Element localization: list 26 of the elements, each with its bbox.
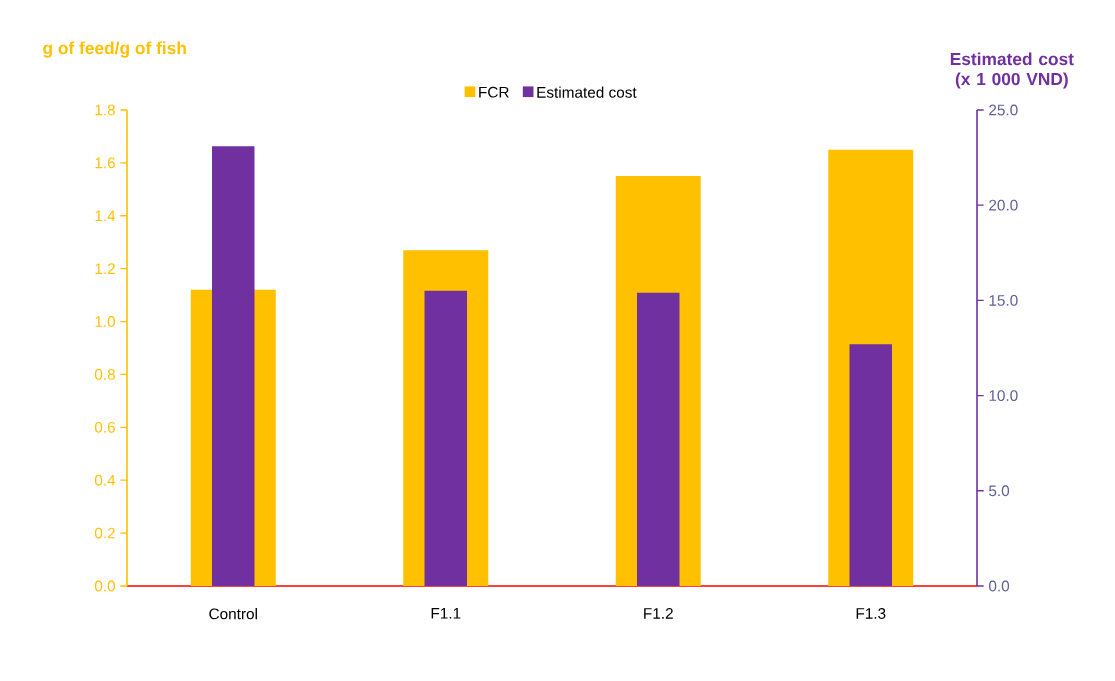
y-tick-label: 0.6 — [94, 421, 115, 433]
bar — [637, 292, 680, 586]
y-tick-label: 1.2 — [95, 263, 115, 275]
y2-tick-label: 5.0 — [988, 485, 1010, 497]
y-tick-label: 1.4 — [95, 210, 116, 222]
y2-tick-label: 0.0 — [988, 580, 1010, 592]
y-tick-label: 0.2 — [94, 527, 115, 539]
x-tick-label: F1.1 — [431, 608, 461, 619]
legend-label: Estimated cost — [537, 86, 637, 98]
x-tick-label: F1.2 — [644, 608, 673, 619]
y-tick-label: 0.0 — [94, 580, 116, 592]
y2-tick-label: 20.0 — [989, 199, 1018, 211]
x-tick-label: F1.3 — [856, 608, 886, 619]
x-tick-label: Control — [209, 608, 257, 620]
y-tick-label: 1.6 — [95, 157, 115, 169]
y-tick-label: 1.0 — [95, 316, 116, 327]
y2-tick-label: 25.0 — [989, 104, 1018, 116]
legend-label: FCR — [479, 86, 509, 98]
y2-tick-label: 15.0 — [989, 294, 1018, 306]
y-axis-title: g of feed/g of fish — [43, 41, 186, 58]
y2-axis-title: Estimated cost (x 1 000 VND) — [950, 52, 1074, 89]
y-tick-label: 0.4 — [94, 474, 116, 486]
y-tick-label: 0.8 — [94, 369, 115, 380]
y2-tick-label: 10.0 — [989, 390, 1018, 402]
bar — [849, 344, 893, 586]
y-tick-label: 1.8 — [95, 104, 115, 116]
